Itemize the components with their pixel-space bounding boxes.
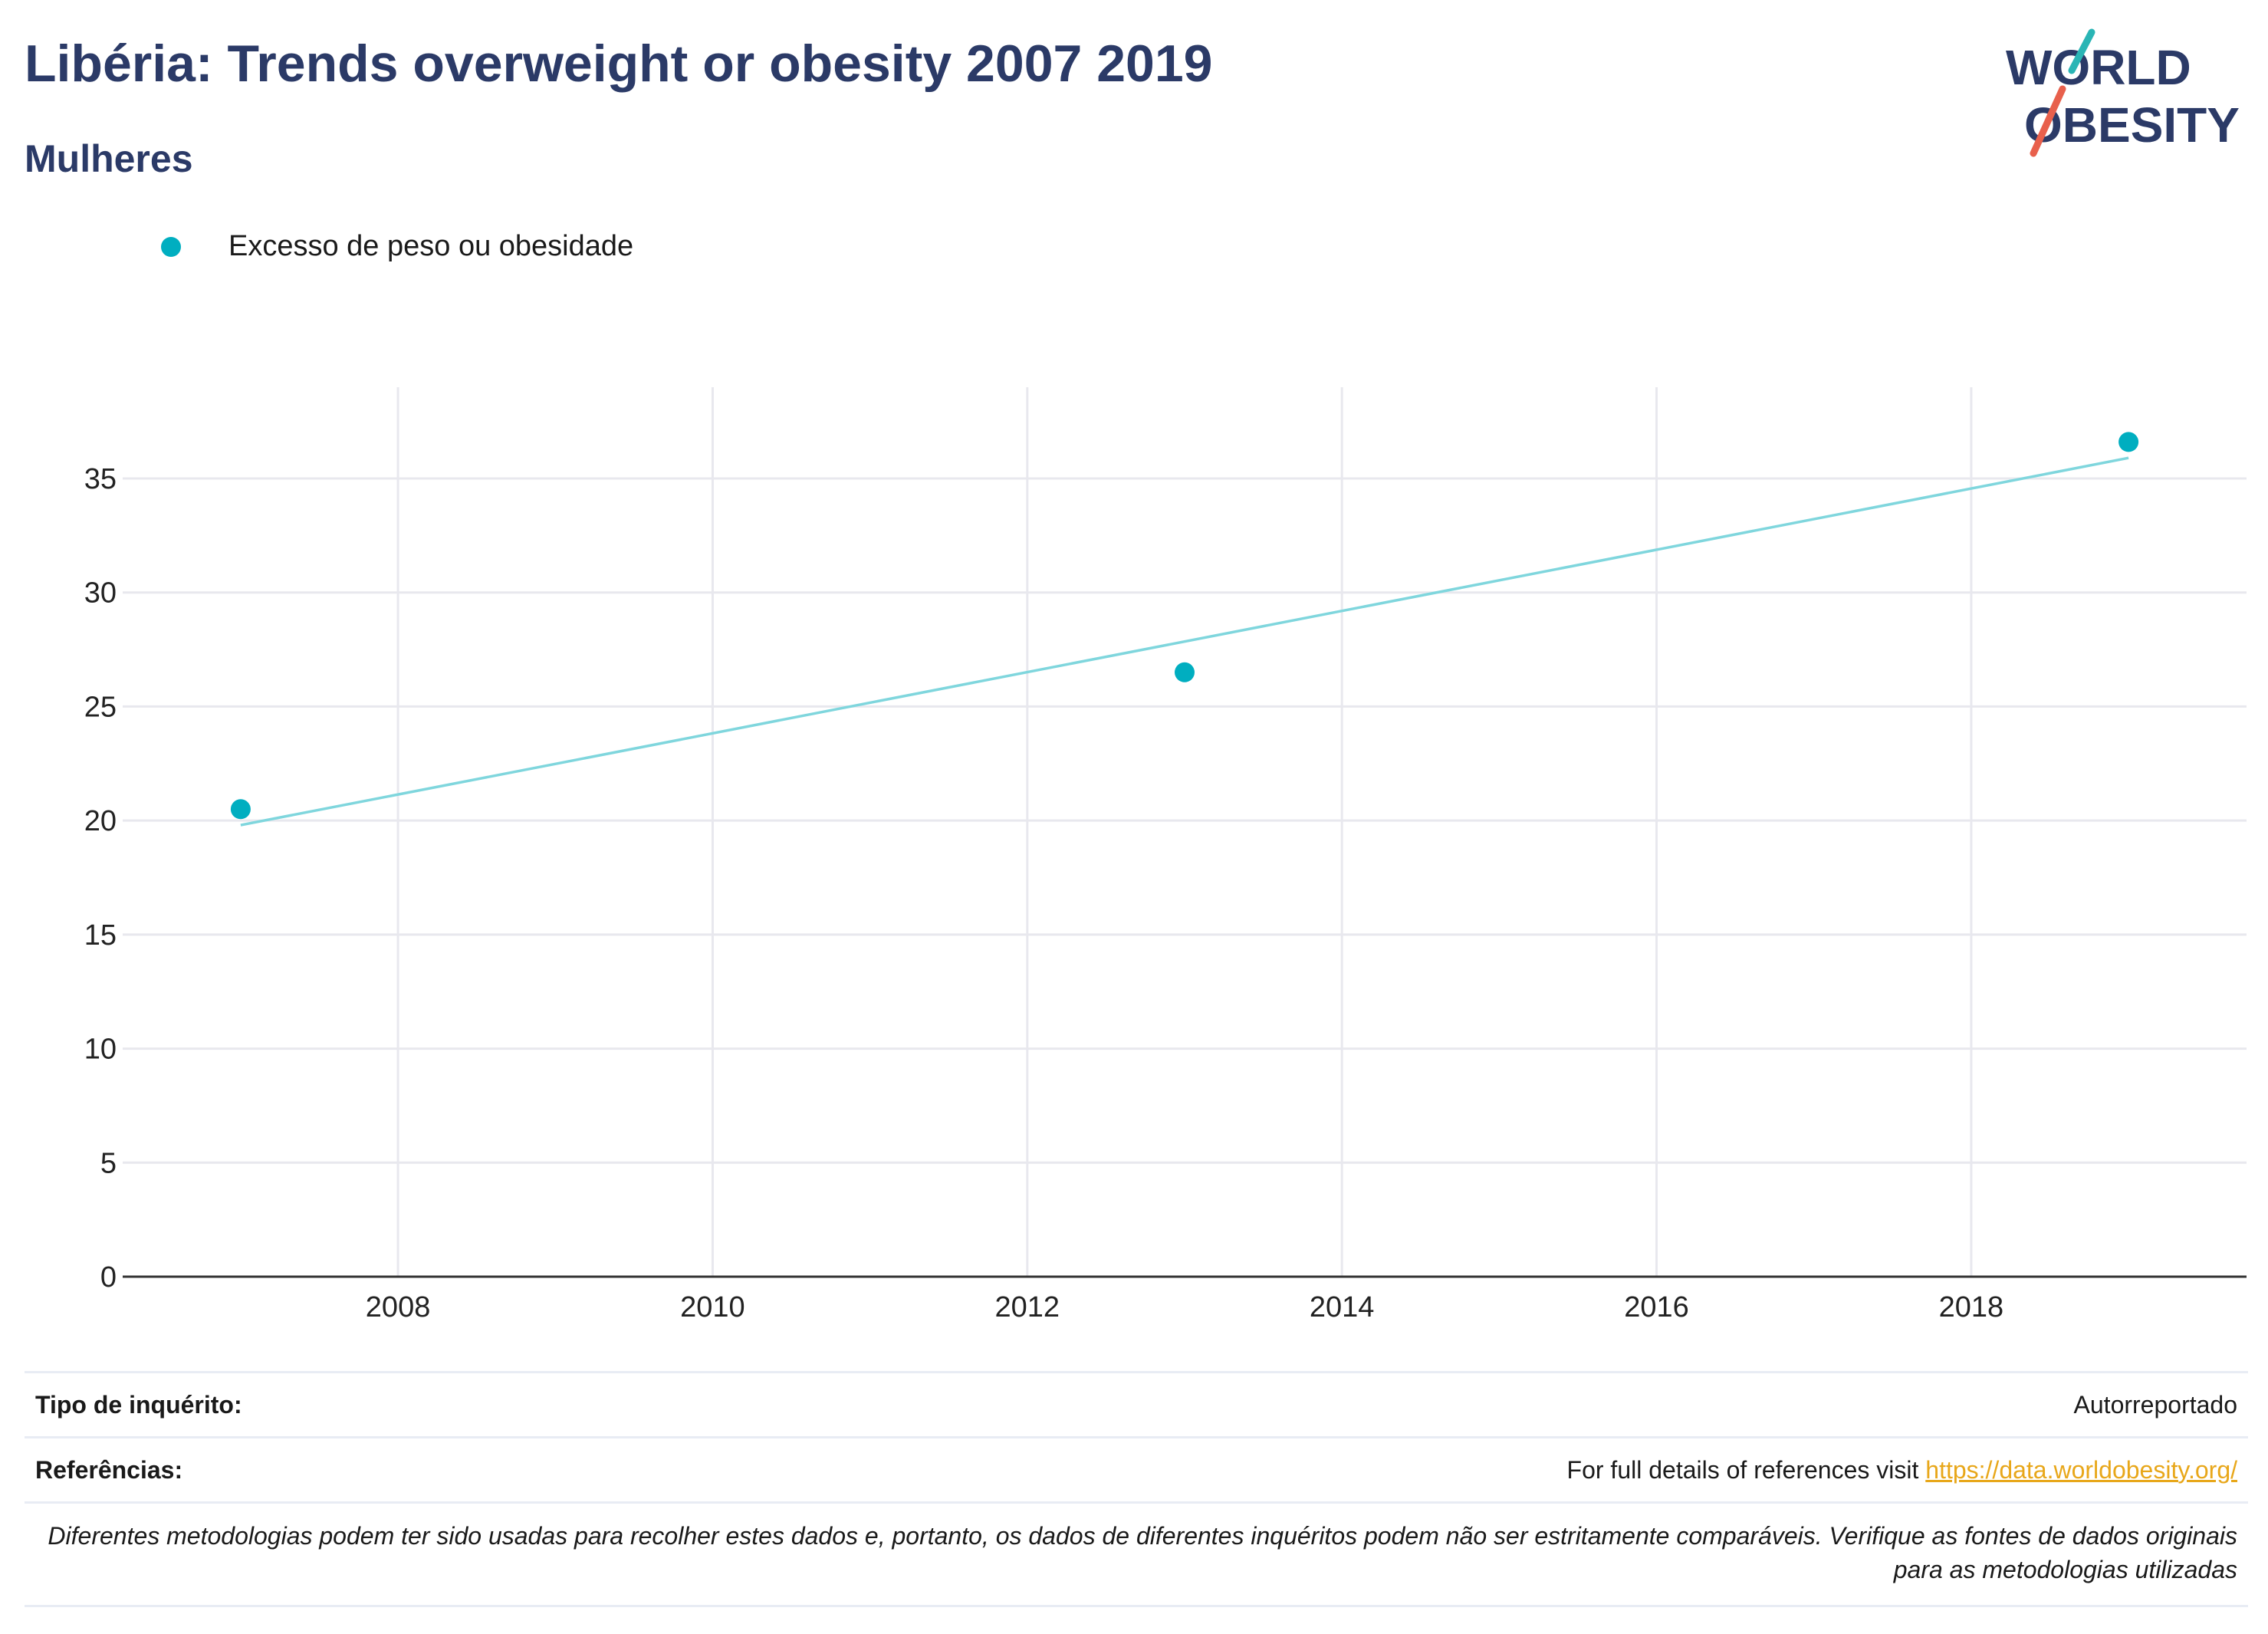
methodology-note: Diferentes metodologias podem ter sido u… [48,1522,2237,1583]
survey-type-value: Autorreportado [2073,1390,2237,1419]
data-point [230,799,251,820]
chart-subtitle: Mulheres [25,137,193,180]
references-row: Referências: For full details of referen… [25,1436,2248,1501]
y-tick-label: 10 [84,1034,117,1066]
logo-text-obesity: OBESITY [2024,97,2240,153]
legend-label: Excesso de peso ou obesidade [228,230,634,262]
y-tick-label: 30 [84,577,117,610]
legend-marker [161,236,181,257]
trendline [240,456,2129,827]
y-tick-label: 0 [100,1261,117,1294]
trendline-group [240,456,2129,827]
footer-table: Tipo de inquérito: Autorreportado Referê… [25,1371,2248,1607]
references-link[interactable]: https://data.worldobesity.org/ [1925,1455,2237,1484]
chart-title: Libéria: Trends overweight or obesity 20… [25,35,1213,93]
y-tick-label: 5 [100,1147,117,1179]
y-tick-label: 35 [84,463,117,495]
x-tick-label: 2010 [680,1291,745,1323]
references-text: For full details of references visit [1566,1455,1919,1484]
x-tick-label: 2008 [366,1291,431,1323]
logo-slash-teal [2068,28,2095,74]
survey-type-label: Tipo de inquérito: [35,1390,242,1419]
x-tick-label: 2016 [1624,1291,1689,1323]
survey-type-row: Tipo de inquérito: Autorreportado [25,1371,2248,1436]
trend-chart: 2008 2010 2012 2014 2016 2018 0 5 10 15 20 25 30 35 [84,387,2247,1323]
world-obesity-logo: WORLD OBESITY [2006,28,2240,157]
x-tick-label: 2012 [995,1291,1060,1323]
y-tick-label: 15 [84,919,117,952]
x-tick-label: 2014 [1310,1291,1375,1323]
legend[interactable]: Excesso de peso ou obesidade [161,230,633,263]
data-points [230,432,2139,820]
references-value: For full details of references visit htt… [1567,1456,2237,1484]
y-gridlines [123,477,2247,1164]
x-tick-label: 2018 [1939,1291,2004,1323]
methodology-note-row: Diferentes metodologias podem ter sido u… [25,1501,2248,1607]
x-tick-labels: 2008 2010 2012 2014 2016 2018 [366,1291,2003,1323]
logo-slash-red [2030,85,2066,157]
references-label: Referências: [35,1455,183,1484]
x-gridlines [396,387,1973,1277]
y-tick-label: 25 [84,691,117,723]
data-point [1175,662,1195,682]
y-tick-labels: 0 5 10 15 20 25 30 35 [84,463,117,1294]
y-tick-label: 20 [84,805,117,837]
logo-text-world: WORLD [2006,40,2191,95]
data-point [2118,432,2139,452]
